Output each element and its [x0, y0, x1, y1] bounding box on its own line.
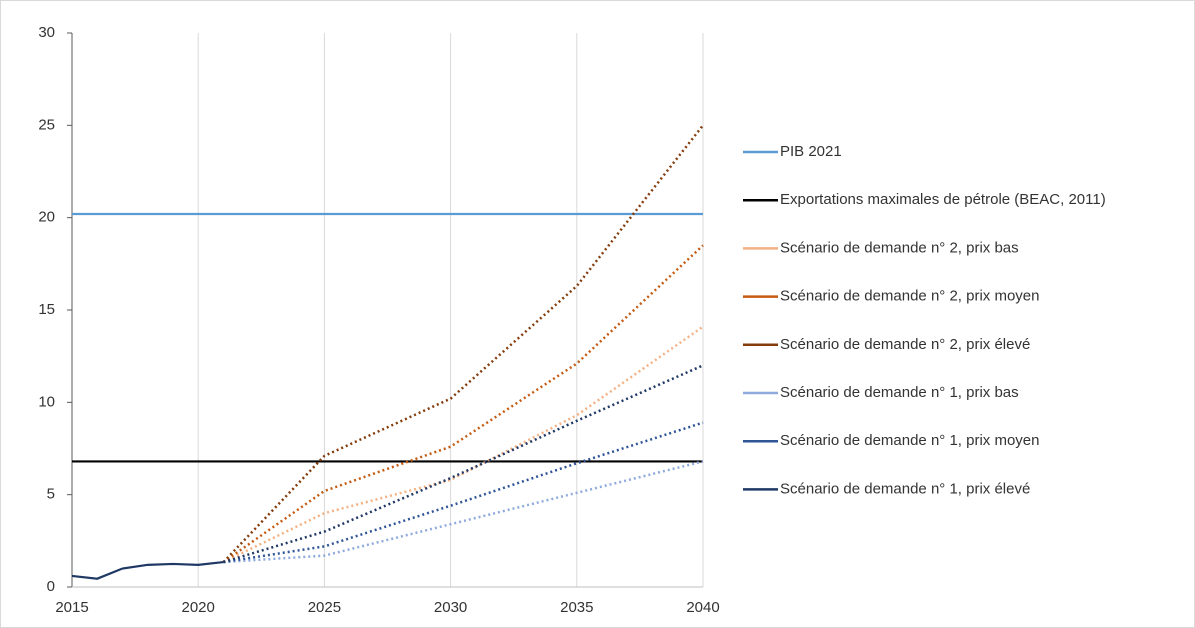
legend-label: PIB 2021: [780, 143, 842, 160]
x-tick-label: 2025: [308, 599, 341, 616]
legend-label: Scénario de demande n° 1, prix élevé: [780, 480, 1030, 497]
series-line: [222, 124, 704, 563]
legend-label: Scénario de demande n° 1, prix moyen: [780, 432, 1039, 449]
legend-label: Exportations maximales de pétrole (BEAC,…: [780, 191, 1106, 208]
series-line: [222, 325, 704, 564]
x-tick-label: 2020: [182, 599, 215, 616]
x-tick-label: 2015: [55, 599, 88, 616]
y-tick-label: 20: [38, 209, 55, 226]
x-tick-label: 2030: [434, 599, 467, 616]
y-tick-label: 5: [47, 486, 55, 503]
series-line: [223, 364, 704, 564]
x-tick-label: 2040: [686, 599, 719, 616]
y-tick-label: 0: [47, 578, 55, 595]
legend-label: Scénario de demande n° 2, prix bas: [780, 239, 1019, 256]
series-line: [71, 560, 224, 580]
series-line: [222, 244, 704, 564]
series-line: [223, 460, 704, 564]
legend-label: Scénario de demande n° 2, prix moyen: [780, 288, 1039, 305]
y-tick-label: 15: [38, 301, 55, 318]
x-tick-label: 2035: [560, 599, 593, 616]
y-tick-label: 10: [38, 393, 55, 410]
legend-label: Scénario de demande n° 2, prix élevé: [780, 336, 1030, 353]
legend-label: Scénario de demande n° 1, prix bas: [780, 384, 1019, 401]
y-tick-label: 30: [38, 24, 55, 41]
y-tick-label: 25: [38, 116, 55, 133]
